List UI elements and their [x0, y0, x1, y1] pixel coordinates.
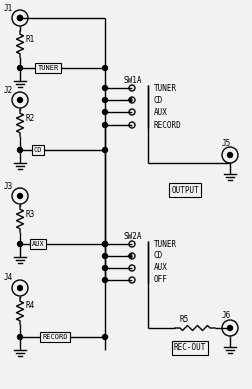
Text: R2: R2	[25, 114, 34, 123]
Text: CD: CD	[154, 96, 163, 105]
Text: TUNER: TUNER	[37, 65, 59, 71]
Text: J5: J5	[222, 138, 231, 147]
Text: CD: CD	[34, 147, 42, 153]
Circle shape	[103, 277, 108, 282]
Text: AUX: AUX	[154, 263, 168, 273]
Text: TUNER: TUNER	[154, 240, 177, 249]
Circle shape	[17, 286, 22, 291]
Text: CD: CD	[154, 252, 163, 261]
Text: AUX: AUX	[32, 241, 44, 247]
Circle shape	[17, 65, 22, 70]
Circle shape	[228, 326, 233, 331]
Circle shape	[228, 152, 233, 158]
Text: OFF: OFF	[154, 275, 168, 284]
Circle shape	[17, 16, 22, 21]
Circle shape	[103, 242, 108, 247]
Circle shape	[17, 335, 22, 340]
Circle shape	[103, 98, 108, 102]
Text: REC-OUT: REC-OUT	[174, 343, 206, 352]
Text: TUNER: TUNER	[154, 84, 177, 93]
Circle shape	[103, 242, 108, 247]
Text: R5: R5	[180, 314, 189, 324]
Circle shape	[17, 193, 22, 198]
Circle shape	[17, 98, 22, 102]
Text: J2: J2	[4, 86, 13, 95]
Text: R1: R1	[25, 35, 34, 44]
Text: RECORD: RECORD	[42, 334, 68, 340]
Circle shape	[103, 65, 108, 70]
Circle shape	[103, 254, 108, 259]
Text: OUTPUT: OUTPUT	[171, 186, 199, 194]
Text: J4: J4	[4, 273, 13, 282]
Circle shape	[103, 335, 108, 340]
Text: AUX: AUX	[154, 107, 168, 116]
Text: R4: R4	[25, 301, 34, 310]
Circle shape	[103, 109, 108, 114]
Circle shape	[17, 242, 22, 247]
Circle shape	[103, 147, 108, 152]
Text: SW1A: SW1A	[123, 75, 142, 84]
Text: J6: J6	[222, 312, 231, 321]
Text: R3: R3	[25, 210, 34, 219]
Text: J3: J3	[4, 182, 13, 191]
Text: RECORD: RECORD	[154, 121, 182, 130]
Text: J1: J1	[4, 4, 13, 12]
Circle shape	[103, 123, 108, 128]
Text: SW2A: SW2A	[123, 231, 142, 240]
Circle shape	[17, 147, 22, 152]
Circle shape	[103, 86, 108, 91]
Circle shape	[17, 16, 22, 21]
Circle shape	[103, 266, 108, 270]
